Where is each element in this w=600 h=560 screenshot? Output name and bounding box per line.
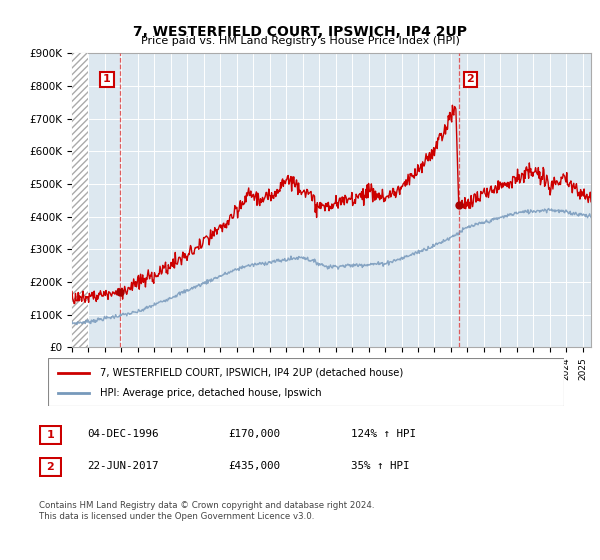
- Text: 124% ↑ HPI: 124% ↑ HPI: [351, 429, 416, 439]
- FancyBboxPatch shape: [40, 458, 61, 476]
- Text: 7, WESTERFIELD COURT, IPSWICH, IP4 2UP (detached house): 7, WESTERFIELD COURT, IPSWICH, IP4 2UP (…: [100, 368, 403, 377]
- Text: 2: 2: [47, 462, 54, 472]
- Text: 35% ↑ HPI: 35% ↑ HPI: [351, 461, 409, 471]
- Text: Price paid vs. HM Land Registry's House Price Index (HPI): Price paid vs. HM Land Registry's House …: [140, 36, 460, 46]
- Text: HPI: Average price, detached house, Ipswich: HPI: Average price, detached house, Ipsw…: [100, 388, 321, 398]
- Text: Contains HM Land Registry data © Crown copyright and database right 2024.
This d: Contains HM Land Registry data © Crown c…: [39, 501, 374, 521]
- Text: 1: 1: [47, 430, 54, 440]
- Text: 1: 1: [103, 74, 111, 85]
- Text: £170,000: £170,000: [228, 429, 280, 439]
- Text: 2: 2: [466, 74, 474, 85]
- Text: 7, WESTERFIELD COURT, IPSWICH, IP4 2UP: 7, WESTERFIELD COURT, IPSWICH, IP4 2UP: [133, 25, 467, 39]
- Text: 04-DEC-1996: 04-DEC-1996: [87, 429, 158, 439]
- Text: 22-JUN-2017: 22-JUN-2017: [87, 461, 158, 471]
- FancyBboxPatch shape: [48, 358, 564, 406]
- FancyBboxPatch shape: [40, 426, 61, 444]
- Text: £435,000: £435,000: [228, 461, 280, 471]
